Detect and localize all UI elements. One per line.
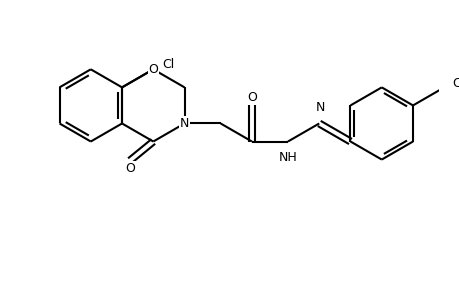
Text: Cl: Cl xyxy=(162,58,174,71)
Text: O: O xyxy=(148,63,158,76)
Text: N: N xyxy=(179,117,189,130)
Text: O: O xyxy=(125,162,134,175)
Text: O: O xyxy=(451,77,459,91)
Text: NH: NH xyxy=(278,151,297,164)
Text: N: N xyxy=(315,101,324,114)
Text: O: O xyxy=(246,91,256,104)
